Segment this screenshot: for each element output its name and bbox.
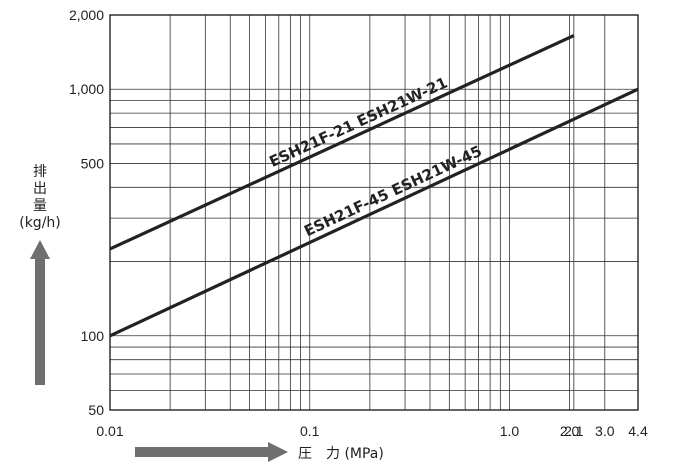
y-axis-char-3: 量	[33, 198, 47, 214]
y-axis-char-1: 排	[33, 164, 47, 180]
x-tick-label: 4.4	[628, 423, 648, 439]
x-tick-label: 1.0	[500, 423, 520, 439]
y-tick-label: 100	[81, 328, 105, 344]
x-tick-label: 0.01	[96, 423, 123, 439]
y-tick-label: 50	[88, 402, 104, 418]
series-label-2: ESH21F-45 ESH21W-45	[301, 142, 484, 240]
x-tick-label: 3.0	[595, 423, 615, 439]
grid-lines	[110, 15, 638, 410]
y-tick-label: 2,000	[69, 7, 104, 23]
x-axis-title: 圧 力 (MPa)	[298, 446, 384, 462]
series-line-2	[109, 87, 639, 338]
x-tick-label: 2.0	[560, 423, 580, 439]
x-tick-labels: 0.01 0.1 1.0 2.02.1 3.0 4.4	[96, 423, 648, 439]
y-tick-label: 1,000	[69, 81, 104, 97]
series-label-1: ESH21F-21 ESH21W-21	[266, 73, 450, 170]
x-tick-label: 2.1	[564, 423, 584, 439]
y-axis-arrow-icon	[30, 240, 50, 385]
plot-frame	[109, 14, 639, 411]
x-tick-label: 0.1	[300, 423, 320, 439]
series-line-1	[109, 34, 575, 251]
y-axis-title: 排 出 量 (kg/h)	[19, 164, 61, 231]
y-tick-label: 500	[81, 155, 105, 171]
y-axis-char-2: 出	[33, 181, 47, 197]
x-axis-arrow-icon	[135, 442, 288, 462]
y-tick-labels: 50 100 500 1,000 2,000	[69, 7, 104, 418]
y-axis-unit: (kg/h)	[19, 215, 61, 231]
